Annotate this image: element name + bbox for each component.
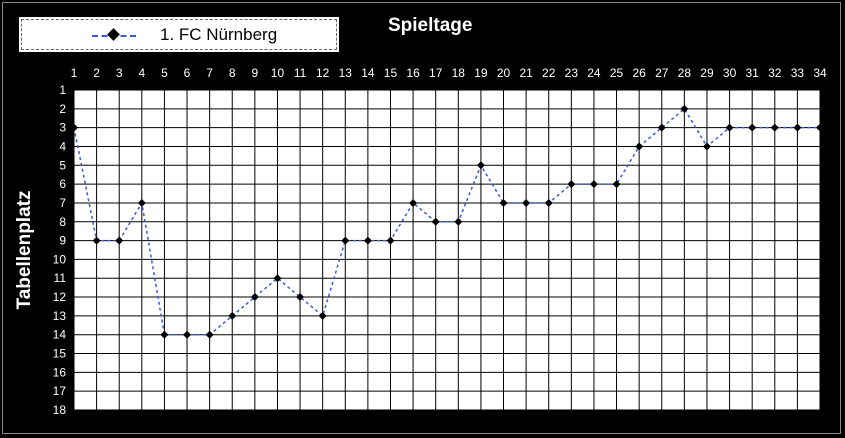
y-tick-label: 7 [59, 196, 66, 210]
data-point [70, 123, 78, 132]
x-tick-label: 21 [519, 66, 533, 80]
data-point [228, 311, 237, 320]
data-point [567, 180, 576, 189]
data-point [205, 330, 214, 339]
y-tick-label: 16 [53, 365, 67, 379]
data-point [725, 123, 734, 132]
x-tick-label: 27 [655, 66, 669, 80]
chart-title: Spieltage [388, 15, 473, 36]
data-point [476, 161, 485, 170]
data-point [793, 123, 802, 132]
y-tick-label: 17 [53, 384, 67, 398]
x-tick-label: 7 [206, 66, 213, 80]
data-point [92, 236, 101, 245]
y-tick-label: 2 [59, 102, 66, 116]
x-tick-label: 19 [474, 66, 488, 80]
data-point [431, 217, 440, 226]
y-tick-label: 11 [54, 271, 67, 285]
data-point [816, 123, 824, 132]
y-tick-label: 6 [59, 177, 66, 191]
data-point [748, 123, 757, 132]
data-point [635, 142, 644, 151]
data-point [680, 104, 689, 113]
x-tick-label: 10 [271, 66, 285, 80]
x-tick-label: 12 [316, 66, 330, 80]
data-point [250, 293, 259, 302]
x-tick-label: 5 [161, 66, 168, 80]
y-tick-label: 9 [59, 234, 66, 248]
y-tick-label: 15 [53, 347, 67, 361]
x-tick-label: 33 [791, 66, 805, 80]
x-tick-label: 29 [700, 66, 714, 80]
x-tick-label: 30 [723, 66, 737, 80]
x-tick-label: 32 [768, 66, 782, 80]
y-tick-label: 1 [59, 83, 66, 97]
data-point [499, 198, 508, 207]
x-tick-label: 1 [71, 66, 78, 80]
x-tick-label: 8 [229, 66, 236, 80]
x-tick-label: 9 [252, 66, 259, 80]
y-tick-label: 12 [53, 290, 67, 304]
data-point [522, 198, 531, 207]
data-point [454, 217, 463, 226]
data-point [137, 198, 146, 207]
series-line [73, 107, 820, 336]
data-point [296, 293, 305, 302]
data-point [589, 180, 598, 189]
data-point [702, 142, 711, 151]
legend-series-label: 1. FC Nürnberg [160, 25, 278, 44]
x-tick-label: 23 [565, 66, 579, 80]
data-point [386, 236, 395, 245]
chart-frame [2, 2, 841, 434]
x-tick-label: 3 [116, 66, 123, 80]
x-tick-label: 20 [497, 66, 511, 80]
data-point [657, 123, 666, 132]
x-tick-label: 16 [406, 66, 420, 80]
legend: 1. FC Nürnberg [19, 17, 339, 52]
data-point [183, 330, 192, 339]
x-tick-label: 26 [632, 66, 646, 80]
data-point [160, 330, 169, 339]
x-tick-label: 6 [184, 66, 191, 80]
data-point [318, 311, 327, 320]
data-point [363, 236, 372, 245]
y-tick-label: 4 [59, 139, 66, 153]
x-tick-label: 17 [429, 66, 443, 80]
x-tick-label: 24 [587, 66, 601, 80]
y-tick-label: 14 [53, 328, 67, 342]
x-tick-label: 28 [678, 66, 692, 80]
data-point [770, 123, 779, 132]
y-tick-label: 3 [59, 121, 66, 135]
plot-area [73, 89, 821, 411]
y-tick-label: 5 [59, 158, 66, 172]
x-tick-label: 4 [138, 66, 145, 80]
x-tick-label: 22 [542, 66, 556, 80]
x-tick-label: 15 [384, 66, 398, 80]
data-point [544, 198, 553, 207]
x-tick-label: 25 [610, 66, 624, 80]
y-tick-label: 10 [53, 252, 67, 266]
data-point [341, 236, 350, 245]
data-point [409, 198, 418, 207]
x-tick-label: 11 [294, 66, 307, 80]
y-tick-label: 18 [53, 403, 67, 417]
x-tick-label: 31 [746, 66, 760, 80]
x-tick-label: 13 [339, 66, 353, 80]
x-tick-label: 18 [452, 66, 466, 80]
x-tick-label: 14 [361, 66, 375, 80]
y-tick-label: 8 [59, 215, 66, 229]
y-tick-label: 13 [53, 309, 67, 323]
data-point [115, 236, 124, 245]
data-point [273, 274, 282, 283]
x-tick-label: 2 [93, 66, 100, 80]
data-point [612, 180, 621, 189]
x-tick-label: 34 [813, 66, 827, 80]
